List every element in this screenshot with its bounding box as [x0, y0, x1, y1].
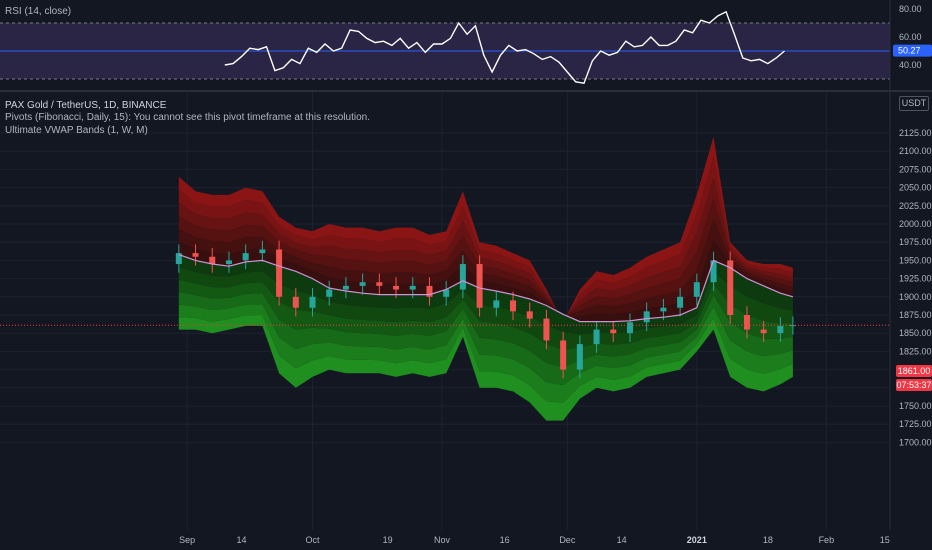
- candle-body: [710, 260, 717, 283]
- rsi-series-line: [224, 10, 785, 84]
- lower-vwap-band: [178, 267, 793, 350]
- price-tick-label: 1900.00: [899, 292, 932, 302]
- price-tick-label: 1925.00: [899, 274, 932, 284]
- candle-body: [576, 344, 583, 370]
- time-tick-label: 14: [617, 535, 627, 545]
- price-tick-label: 2100.00: [899, 146, 932, 156]
- currency-button[interactable]: USDT: [899, 96, 929, 111]
- candle-body: [259, 249, 266, 254]
- candle-body: [677, 296, 684, 308]
- pane-separator[interactable]: [0, 90, 932, 92]
- price-tick-label: 1850.00: [899, 328, 932, 338]
- candle-body: [342, 285, 349, 290]
- candle-body: [292, 296, 299, 308]
- candle-body: [789, 325, 796, 327]
- candle-body: [443, 289, 450, 297]
- candle-body: [643, 311, 650, 323]
- candle-body: [777, 325, 784, 334]
- time-tick-label: Oct: [305, 535, 320, 545]
- rsi-tick-label: 80.00: [899, 4, 922, 14]
- candle-body: [426, 285, 433, 297]
- price-tick-label: 2125.00: [899, 128, 932, 138]
- candle-body: [209, 256, 216, 265]
- time-tick-label: 18: [763, 535, 773, 545]
- price-tick-label: 1825.00: [899, 346, 932, 356]
- symbol-title[interactable]: PAX Gold / TetherUS, 1D, BINANCE: [5, 100, 167, 111]
- price-tick-label: 1875.00: [899, 310, 932, 320]
- candle-body: [743, 315, 750, 330]
- candle-body: [409, 285, 416, 290]
- candle-body: [476, 264, 483, 308]
- upper-vwap-band: [178, 136, 793, 323]
- price-tick-label: 1725.00: [899, 419, 932, 429]
- candle-body: [526, 311, 533, 319]
- price-tick-label: 1950.00: [899, 255, 932, 265]
- price-tick-label: 1750.00: [899, 401, 932, 411]
- time-tick-label: Sep: [179, 535, 195, 545]
- candle-body: [493, 300, 500, 308]
- price-svg: 2125.00 2100.00 2075.00 2050.00 2025.00 2000.…: [0, 92, 932, 530]
- candle-body: [326, 289, 333, 297]
- time-axis-svg: Sep 14 Oct 19 Nov 16 Dec 14 2021 18 Feb 15: [179, 535, 890, 545]
- vwap-indicator-name[interactable]: Ultimate VWAP Bands (1, W, M): [5, 125, 148, 136]
- candle-body: [593, 329, 600, 345]
- candle-body: [192, 253, 199, 257]
- candle-body: [543, 318, 550, 341]
- candle-body: [510, 300, 517, 312]
- time-tick-label: 19: [383, 535, 393, 545]
- candle-body: [225, 260, 232, 265]
- rsi-tick-label: 60.00: [899, 32, 922, 42]
- candle-body: [660, 307, 667, 312]
- price-tick-label: 2000.00: [899, 219, 932, 229]
- countdown-badge: 07:53:37: [896, 379, 932, 391]
- price-tick-label: 2075.00: [899, 164, 932, 174]
- time-tick-label: 14: [236, 535, 246, 545]
- vwap-line: [178, 254, 794, 323]
- candle-body: [309, 296, 316, 308]
- time-tick-label: Nov: [434, 535, 451, 545]
- upper-vwap-band: [178, 177, 793, 320]
- candle-body: [693, 282, 700, 297]
- lower-vwap-band: [178, 254, 793, 335]
- candle-body: [459, 264, 466, 290]
- pivots-note: Pivots (Fibonacci, Daily, 15): You canno…: [5, 112, 370, 123]
- rsi-pane[interactable]: 80.00 60.00 40.00 50.27 RSI (14, close): [0, 0, 932, 90]
- candle-body: [626, 322, 633, 334]
- candle-body: [560, 340, 567, 370]
- price-tick-label: 2050.00: [899, 183, 932, 193]
- lower-vwap-band: [178, 304, 793, 403]
- candle-body: [376, 282, 383, 286]
- candle-body: [610, 329, 617, 334]
- rsi-legend: RSI (14, close): [5, 6, 72, 17]
- price-tick-label: 1975.00: [899, 237, 932, 247]
- price-tick-label: 1700.00: [899, 437, 932, 447]
- upper-vwap-band: [178, 157, 793, 321]
- time-tick-label: Feb: [819, 535, 835, 545]
- upper-vwap-band: [178, 198, 793, 319]
- candle-body: [760, 329, 767, 334]
- candle-body: [276, 249, 283, 297]
- price-tick-label: 2025.00: [899, 201, 932, 211]
- time-axis[interactable]: Sep 14 Oct 19 Nov 16 Dec 14 2021 18 Feb 15: [0, 530, 932, 550]
- time-tick-label: Dec: [559, 535, 576, 545]
- candle-body: [393, 285, 400, 290]
- candle-body: [175, 253, 182, 265]
- rsi-tick-label: 40.00: [899, 60, 922, 70]
- rsi-svg: 80.00 60.00 40.00 50.27: [0, 0, 932, 90]
- candle-body: [727, 260, 734, 315]
- candle-body: [242, 253, 249, 261]
- time-tick-label: 16: [500, 535, 510, 545]
- candle-body: [359, 282, 366, 286]
- time-tick-label: 2021: [687, 535, 707, 545]
- lower-vwap-band: [178, 292, 793, 386]
- price-pane[interactable]: 2125.00 2100.00 2075.00 2050.00 2025.00 2000.…: [0, 92, 932, 530]
- rsi-current-badge: [893, 44, 932, 57]
- lower-vwap-band: [178, 279, 793, 368]
- last-price-badge: 1861.00: [896, 365, 932, 377]
- rsi-current-value: 50.27: [898, 46, 921, 56]
- time-tick-label: 15: [880, 535, 890, 545]
